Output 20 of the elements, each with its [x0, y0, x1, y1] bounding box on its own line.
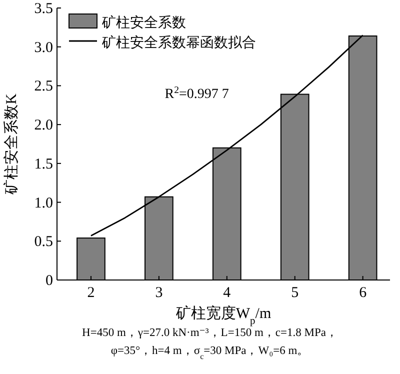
- legend-label: 矿柱安全系数幂函数拟合: [101, 35, 256, 51]
- y-tick-label: 3.0: [34, 40, 53, 56]
- y-tick-label: 0.5: [34, 234, 53, 250]
- y-tick-label: 0: [46, 273, 53, 289]
- text: φ=35°，h=4 m，σ$_{c}$=30 MPa，W₀=6 m。: [110, 345, 310, 360]
- y-tick-label: 1.0: [34, 195, 53, 212]
- x-tick-label: 5: [291, 285, 299, 301]
- x-tick-label: 2: [87, 285, 95, 301]
- y-tick-label: 2.0: [34, 118, 53, 134]
- x-tick-label: 3: [155, 285, 163, 301]
- x-tick-label: 6: [359, 285, 368, 301]
- x-tick-label: 4: [223, 285, 232, 301]
- y-tick-label: 2.5: [34, 78, 53, 95]
- y-tick-label: 1.5: [34, 156, 53, 172]
- y-tick-label: 3.5: [34, 1, 53, 17]
- text: H=450 m，γ=27.0 kN·m⁻³，L=150 m，c=1.8 MPa，: [82, 327, 338, 339]
- x-axis-title: 矿柱宽度W$_{p}$/m: [174, 305, 272, 326]
- legend-label: 矿柱安全系数: [101, 15, 186, 31]
- annotation: R$^{2}$=0.997 7: [164, 84, 229, 102]
- y-axis-title: 矿柱安全系数K: [3, 93, 20, 196]
